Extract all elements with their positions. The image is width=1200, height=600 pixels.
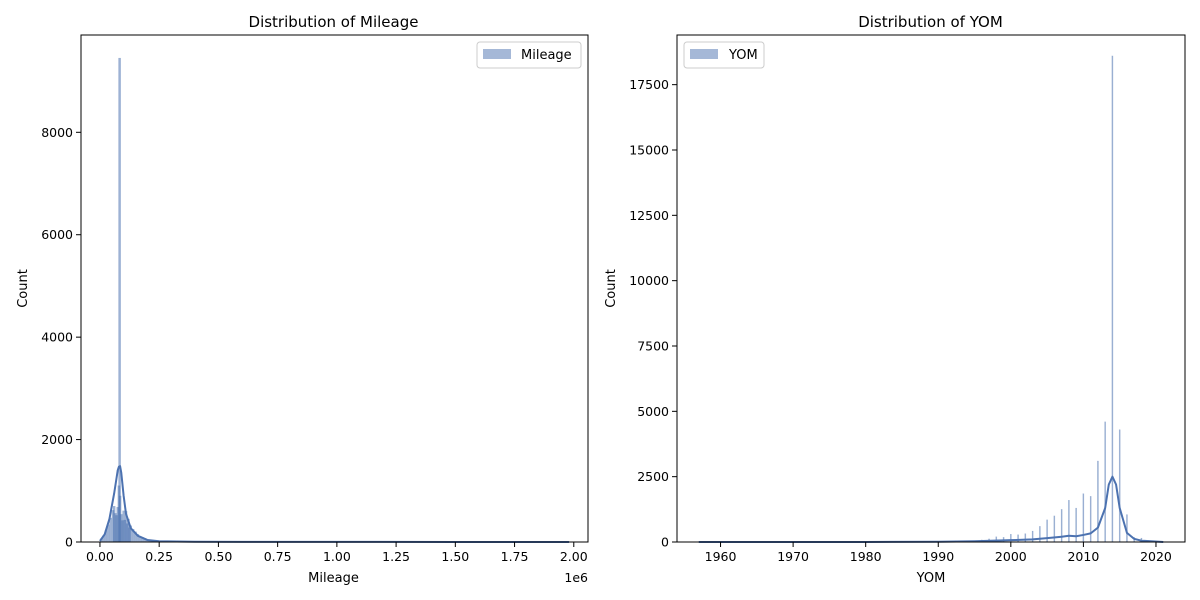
x-tick-label: 1.00 bbox=[323, 549, 351, 564]
legend-label: YOM bbox=[728, 48, 758, 63]
x-tick-label: 2.00 bbox=[560, 549, 588, 564]
x-ticks: 1960 1970 1980 1990 2000 2010 2020 bbox=[705, 542, 1172, 564]
y-tick-label: 5000 bbox=[637, 404, 669, 419]
x-tick-label: 2000 bbox=[995, 549, 1027, 564]
x-tick-label: 0.75 bbox=[264, 549, 292, 564]
kde-line bbox=[99, 465, 570, 543]
y-tick-label: 4000 bbox=[41, 330, 73, 345]
legend-swatch bbox=[483, 49, 511, 59]
x-tick-label: 0.25 bbox=[145, 549, 173, 564]
y-tick-label: 17500 bbox=[629, 77, 669, 92]
x-tick-label: 1.25 bbox=[382, 549, 410, 564]
mileage-chart: Distribution of Mileage 0.00 0.25 0.50 0.75… bbox=[16, 13, 589, 586]
y-tick-label: 8000 bbox=[41, 125, 73, 140]
x-tick-label: 0.50 bbox=[204, 549, 232, 564]
legend: YOM bbox=[683, 41, 765, 69]
kde-line bbox=[698, 475, 1164, 543]
x-tick-label: 0.00 bbox=[86, 549, 114, 564]
x-tick-label: 1960 bbox=[705, 549, 737, 564]
y-tick-label: 15000 bbox=[629, 142, 669, 157]
legend: Mileage bbox=[476, 41, 582, 69]
x-tick-label: 2010 bbox=[1067, 549, 1099, 564]
histogram-bar bbox=[1089, 496, 1092, 543]
x-tick-label: 1980 bbox=[850, 549, 882, 564]
plot-frame bbox=[80, 34, 589, 543]
x-tick-label: 1970 bbox=[777, 549, 809, 564]
x-axis-label: Mileage bbox=[308, 571, 359, 586]
histogram-bar bbox=[1097, 460, 1099, 543]
y-tick-label: 12500 bbox=[629, 208, 669, 223]
histogram-bar bbox=[109, 517, 112, 543]
legend-box bbox=[683, 41, 765, 69]
y-tick-label: 6000 bbox=[41, 227, 73, 242]
x-tick-label: 2020 bbox=[1140, 549, 1172, 564]
kde-line-group bbox=[698, 475, 1164, 543]
kde-line-group bbox=[99, 465, 570, 543]
y-tick-label: 7500 bbox=[637, 338, 669, 353]
y-tick-label: 0 bbox=[65, 535, 73, 550]
histogram-bar bbox=[1104, 421, 1106, 543]
y-ticks: 0 2500 5000 7500 10000 12500 15000 17500 bbox=[629, 77, 677, 550]
x-tick-label: 1990 bbox=[922, 549, 954, 564]
x-axis-label: YOM bbox=[916, 571, 946, 586]
yom-chart: Distribution of YOM 1960 1970 1980 1990 2000… bbox=[604, 13, 1186, 586]
plot-frame bbox=[676, 34, 1186, 543]
y-axis-label: Count bbox=[604, 269, 619, 308]
y-axis-label: Count bbox=[16, 269, 31, 308]
legend-label: Mileage bbox=[521, 48, 572, 63]
y-tick-label: 2500 bbox=[637, 469, 669, 484]
legend-box bbox=[476, 41, 582, 69]
chart-title: Distribution of YOM bbox=[858, 13, 1003, 31]
histogram-bar bbox=[1111, 55, 1114, 543]
bars bbox=[99, 57, 185, 543]
x-tick-label: 1.50 bbox=[441, 549, 469, 564]
bars bbox=[937, 55, 1157, 543]
x-offset-label: 1e6 bbox=[564, 570, 588, 585]
x-tick-label: 1.75 bbox=[501, 549, 529, 564]
x-ticks: 0.00 0.25 0.50 0.75 1.00 1.25 1.50 1.75 2.00 bbox=[86, 542, 588, 564]
y-tick-label: 10000 bbox=[629, 273, 669, 288]
y-tick-label: 2000 bbox=[41, 432, 73, 447]
legend-swatch bbox=[690, 49, 718, 59]
y-ticks: 0 2000 4000 6000 8000 bbox=[41, 125, 81, 550]
histogram-bar bbox=[1118, 429, 1121, 543]
histogram-bar bbox=[1024, 533, 1027, 543]
chart-title: Distribution of Mileage bbox=[249, 13, 419, 31]
y-tick-label: 0 bbox=[661, 535, 669, 550]
